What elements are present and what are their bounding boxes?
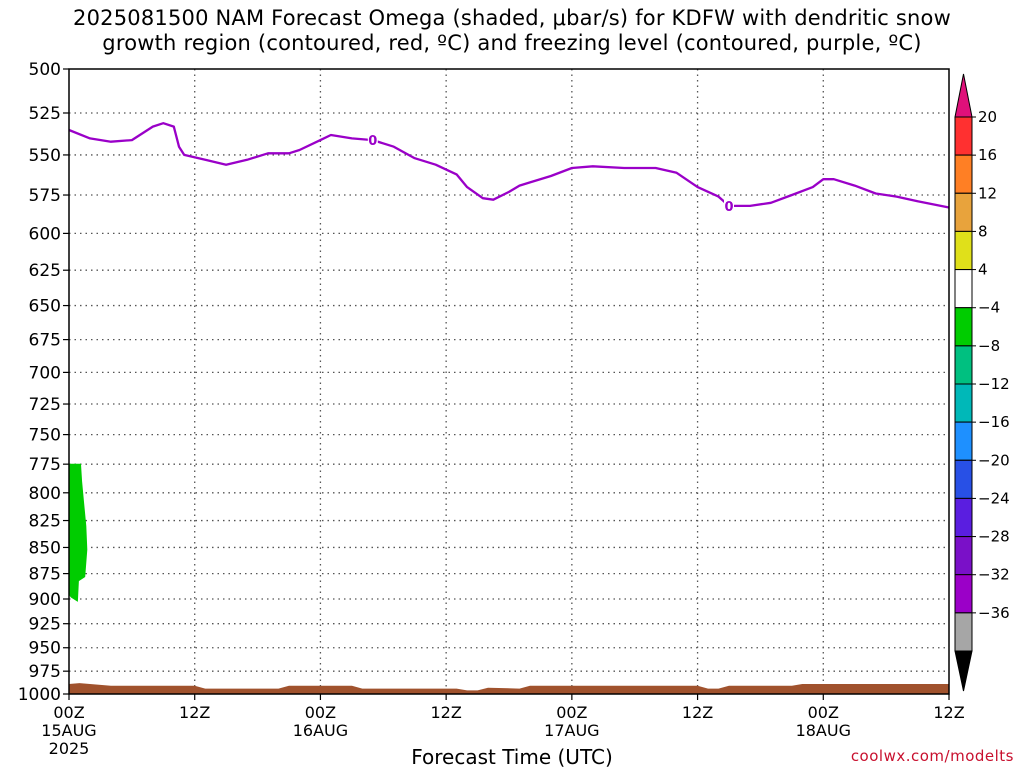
y-tick-label-575: 575 [29,186,61,206]
colorbar-bottom-arrow [954,650,973,692]
colorbar-bin-12 [954,574,973,614]
freezing-level-label-bg-1 [724,198,734,213]
colorbar-label-7: −12 [978,375,1010,393]
y-tick-label-525: 525 [29,104,61,124]
colorbar-bin-7 [954,383,973,423]
x-date-label-0: 15AUG [41,721,96,740]
colorbar-label-0: 20 [978,108,997,126]
x-date-label-48: 17AUG [544,721,599,740]
y-tick-label-725: 725 [29,395,61,415]
colorbar-bin-3 [954,230,973,270]
colorbar-label-12: −32 [978,566,1010,584]
credit-text[interactable]: coolwx.com/modelts [850,747,1014,765]
y-tick-label-850: 850 [29,538,61,558]
y-tick-label-950: 950 [29,639,61,659]
y-tick-label-925: 925 [29,615,61,635]
y-tick-label-500: 500 [29,60,61,80]
colorbar-label-5: −4 [978,299,1000,317]
colorbar-top-arrow [954,73,973,118]
freezing-level-label-bg-0 [367,133,378,148]
colorbar-bin-4 [954,269,973,309]
y-axis: 500 525 550 575 600 625 650 675 700 725 750 775 800 8… [18,60,69,705]
colorbar-label-8: −16 [978,413,1010,431]
terrain-fill [69,683,949,694]
omega-shaded-region [68,463,88,602]
colorbar-label-1: 16 [978,146,997,164]
x-tick-label-36: 12Z [430,703,461,722]
x-tick-label-72: 00Z [808,703,839,722]
y-tick-label-675: 675 [29,331,61,351]
colorbar-bin-2 [954,192,973,232]
x-year-label-0: 2025 [49,739,90,758]
plot-frame [68,68,950,695]
x-tick-label-24: 00Z [305,703,336,722]
colorbar-label-4: 4 [978,261,988,279]
x-date-label-24: 16AUG [293,721,348,740]
y-tick-label-875: 875 [29,565,61,585]
x-tick-label-0: 00Z [53,703,84,722]
freezing-level-label-1: 0 [724,200,733,215]
colorbar-bin-10 [954,497,973,537]
y-tick-label-625: 625 [29,261,61,281]
colorbar-bin-6 [954,345,973,385]
grid-lines [69,69,949,694]
colorbar-label-13: −36 [978,604,1010,622]
y-tick-label-1000: 1000 [18,685,61,705]
y-tick-label-900: 900 [29,590,61,610]
colorbar-bin-0 [954,116,973,156]
colorbar-label-6: −8 [978,337,1000,355]
colorbar-label-9: −20 [978,451,1010,469]
y-tick-label-700: 700 [29,363,61,383]
chart-title: 2025081500 NAM Forecast Omega (shaded, μ… [0,6,1024,56]
x-date-label-72: 18AUG [796,721,851,740]
colorbar-bin-8 [954,421,973,461]
y-tick-label-600: 600 [29,224,61,244]
freezing-level-label-0: 0 [368,134,377,149]
contours: 00 [68,122,950,215]
colorbar: 20 16 12 8 4 −4 −8 −12 −16 −20 −24 −28 −32 −36 [954,73,1010,692]
y-tick-label-775: 775 [29,455,61,475]
plot-background [69,69,949,694]
colorbar-label-10: −24 [978,489,1010,507]
colorbar-bin-11 [954,536,973,576]
y-tick-label-750: 750 [29,426,61,446]
x-tick-label-48: 00Z [556,703,587,722]
y-tick-label-975: 975 [29,662,61,682]
y-tick-label-825: 825 [29,512,61,532]
chart-title-line-1: 2025081500 NAM Forecast Omega (shaded, μ… [73,6,951,30]
colorbar-bin-1 [954,154,973,194]
plot-area [69,69,949,694]
plot-border [68,68,950,695]
y-tick-label-800: 800 [29,484,61,504]
y-tick-label-550: 550 [29,146,61,166]
x-tick-label-84: 12Z [933,703,964,722]
colorbar-bin-9 [954,459,973,499]
x-tick-label-12: 12Z [179,703,210,722]
y-tick-label-650: 650 [29,297,61,317]
freezing-level-contour [68,122,950,209]
colorbar-label-2: 12 [978,184,997,202]
x-axis-label: Forecast Time (UTC) [411,745,613,769]
colorbar-bin-5 [954,307,973,347]
colorbar-label-11: −28 [978,528,1010,546]
chart-title-line-2: growth region (contoured, red, ºC) and f… [102,31,922,55]
colorbar-label-3: 8 [978,222,988,240]
omega-shading [68,463,949,694]
x-tick-label-60: 12Z [682,703,713,722]
colorbar-bin-13 [954,612,973,652]
